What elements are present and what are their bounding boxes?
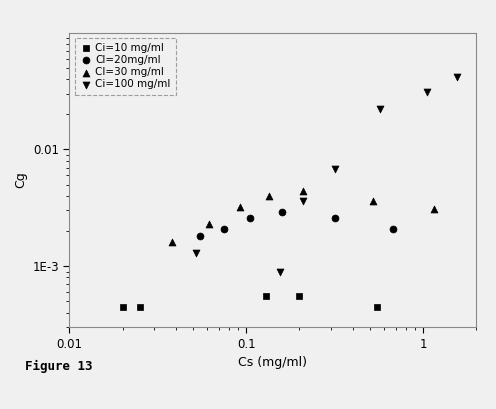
Cl=20mg/ml (220, 225, 228, 232)
Cl=20mg/ml (196, 233, 204, 240)
Ci=10 mg/ml (262, 293, 270, 300)
Ci=10 mg/ml (136, 303, 144, 310)
Cl=30 mg/ml (205, 221, 213, 227)
Ci=10 mg/ml (119, 303, 126, 310)
Cl=30 mg/ml (430, 206, 437, 212)
Ci=100 mg/ml (453, 74, 461, 80)
Cl=30 mg/ml (265, 193, 273, 199)
Cl=30 mg/ml (236, 204, 244, 211)
X-axis label: Cs (mg/ml): Cs (mg/ml) (238, 356, 308, 369)
Ci=100 mg/ml (276, 268, 284, 275)
Ci=100 mg/ml (192, 249, 200, 256)
Ci=100 mg/ml (299, 198, 307, 204)
Text: Figure 13: Figure 13 (25, 360, 92, 373)
Cl=20mg/ml (278, 209, 286, 216)
Cl=30 mg/ml (299, 188, 307, 194)
Ci=100 mg/ml (423, 89, 431, 95)
Ci=10 mg/ml (296, 293, 304, 300)
Ci=10 mg/ml (373, 303, 381, 310)
Y-axis label: Cg: Cg (14, 172, 27, 188)
Cl=30 mg/ml (168, 239, 176, 246)
Cl=20mg/ml (389, 225, 397, 232)
Ci=100 mg/ml (376, 106, 384, 113)
Ci=100 mg/ml (331, 166, 339, 172)
Cl=20mg/ml (331, 214, 339, 221)
Cl=20mg/ml (246, 214, 254, 221)
Legend: Ci=10 mg/ml, Cl=20mg/ml, Cl=30 mg/ml, Ci=100 mg/ml: Ci=10 mg/ml, Cl=20mg/ml, Cl=30 mg/ml, Ci… (75, 38, 176, 94)
Cl=30 mg/ml (369, 198, 377, 204)
